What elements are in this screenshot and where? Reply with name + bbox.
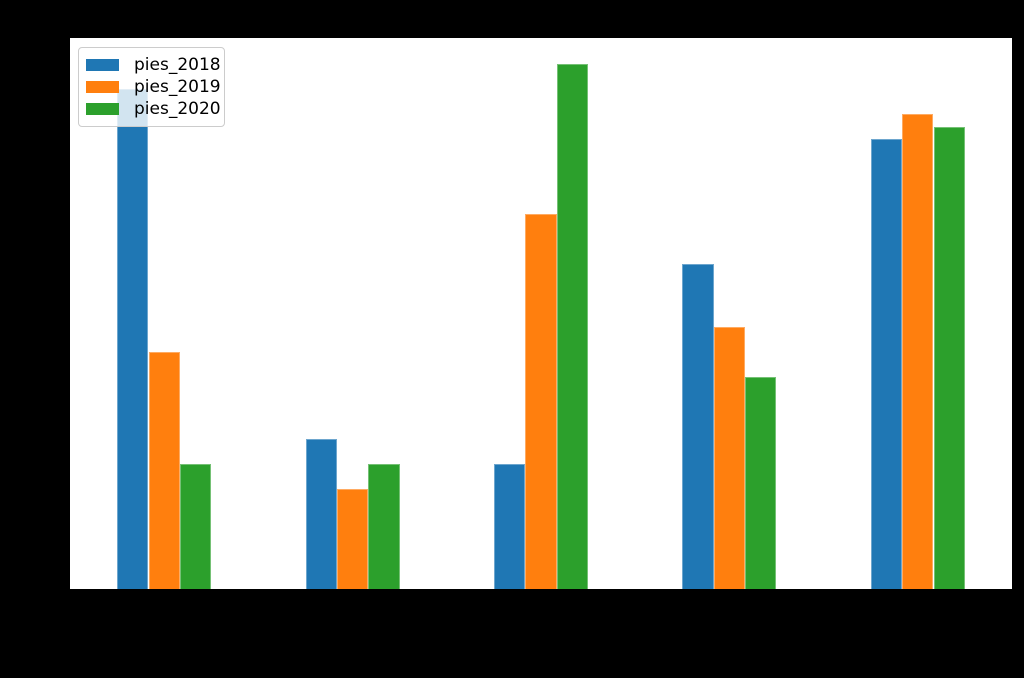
legend-item-pies_2019: pies_2019 xyxy=(86,76,221,98)
bar-pies_2018-group1 xyxy=(305,439,337,589)
legend-label: pies_2019 xyxy=(134,76,221,97)
bar-pies_2020-group2 xyxy=(556,64,589,589)
bar-pies_2018-group3 xyxy=(682,264,714,589)
legend-item-pies_2020: pies_2020 xyxy=(86,98,221,120)
legend-item-pies_2018: pies_2018 xyxy=(86,54,221,76)
plot-area: pies_2018 pies_2019 pies_2020 xyxy=(70,38,1012,589)
bars-layer xyxy=(70,38,1012,589)
bar-pies_2019-group3 xyxy=(713,326,746,589)
bar-pies_2018-group2 xyxy=(493,464,526,589)
bar-pies_2020-group1 xyxy=(368,464,400,589)
legend-label: pies_2020 xyxy=(134,98,221,119)
bar-pies_2018-group0 xyxy=(117,89,149,589)
legend-swatch-pies_2020 xyxy=(86,103,119,115)
bar-pies_2019-group2 xyxy=(525,214,557,589)
legend-label: pies_2018 xyxy=(134,54,221,75)
bar-pies_2019-group4 xyxy=(902,114,934,589)
legend-swatch-pies_2018 xyxy=(86,59,119,71)
legend: pies_2018 pies_2019 pies_2020 xyxy=(78,47,225,127)
bar-pies_2020-group4 xyxy=(933,126,965,589)
bar-pies_2018-group4 xyxy=(870,139,903,589)
bar-pies_2019-group1 xyxy=(336,489,369,589)
bar-pies_2020-group0 xyxy=(179,464,212,589)
bar-pies_2019-group0 xyxy=(148,351,180,589)
legend-swatch-pies_2019 xyxy=(86,81,119,93)
bar-pies_2020-group3 xyxy=(745,376,777,589)
